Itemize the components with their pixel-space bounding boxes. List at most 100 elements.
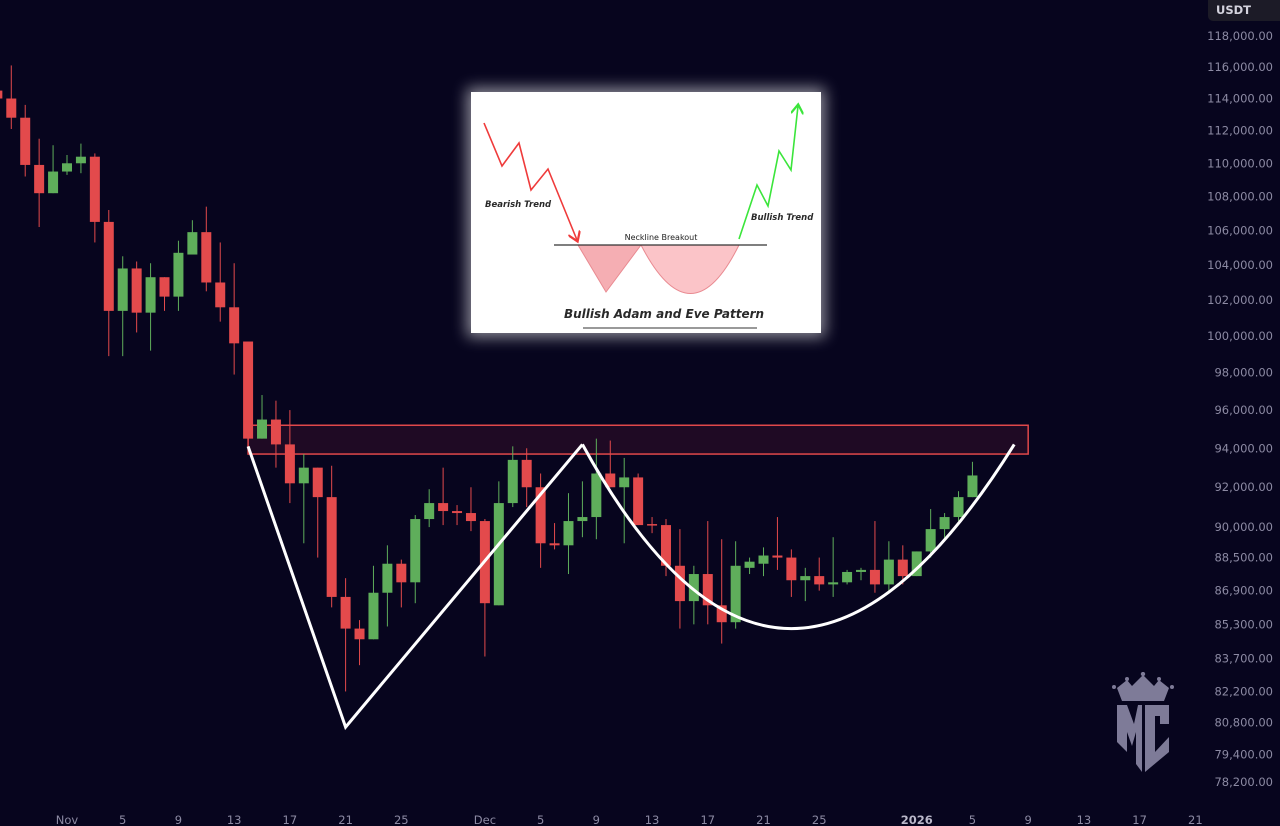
candle-body xyxy=(284,444,295,484)
candle-body xyxy=(201,232,212,283)
candle xyxy=(312,467,323,558)
candle-body xyxy=(89,156,100,222)
candle xyxy=(856,567,867,581)
candle xyxy=(563,493,574,575)
candle xyxy=(0,90,3,99)
candle xyxy=(298,454,309,544)
candle xyxy=(897,545,908,585)
candle xyxy=(173,240,184,311)
candle-body xyxy=(633,477,644,526)
candle xyxy=(869,521,880,593)
currency-badge[interactable]: USDT xyxy=(1208,0,1280,21)
candle-body xyxy=(674,565,685,602)
candle xyxy=(201,206,212,292)
candle xyxy=(326,465,337,608)
candle xyxy=(772,517,783,570)
candle xyxy=(6,65,17,129)
candle-body xyxy=(452,511,463,514)
candle-body xyxy=(953,497,964,518)
candle-body xyxy=(549,543,560,546)
candle-body xyxy=(410,519,421,583)
candle-body xyxy=(828,582,839,585)
candle-body xyxy=(131,268,142,313)
candle xyxy=(911,551,922,577)
letter-c xyxy=(1145,705,1169,772)
candle-body xyxy=(159,277,170,297)
candle xyxy=(716,539,727,644)
bullish-trend-label: Bullish Trend xyxy=(751,213,814,223)
candle-body xyxy=(939,517,950,530)
candle-body xyxy=(911,551,922,577)
candle-body xyxy=(270,419,281,445)
candle-body xyxy=(897,559,908,577)
candle xyxy=(591,438,602,540)
price-axis-label: 118,000.00 xyxy=(1207,29,1273,43)
inset-title: Bullish Adam and Eve Pattern xyxy=(564,307,764,321)
date-axis-label: 5 xyxy=(537,813,544,826)
price-axis-label: 108,000.00 xyxy=(1207,190,1273,204)
candle-body xyxy=(563,521,574,546)
candle-body xyxy=(758,555,769,564)
price-axis-label: 86,900.00 xyxy=(1214,584,1273,598)
candle xyxy=(967,461,978,498)
letter-m xyxy=(1117,705,1142,772)
candle xyxy=(800,567,811,602)
adam-shape xyxy=(577,244,642,293)
bullish-trend-arrow xyxy=(738,106,798,240)
candle-body xyxy=(20,117,31,165)
candle xyxy=(479,519,490,657)
candle-body xyxy=(396,563,407,583)
candle xyxy=(465,487,476,532)
price-axis-label: 98,000.00 xyxy=(1214,366,1273,380)
candle xyxy=(577,481,588,538)
candle-body xyxy=(117,268,128,311)
price-axis-label: 106,000.00 xyxy=(1207,223,1273,237)
candle xyxy=(117,256,128,357)
candle-body xyxy=(438,503,449,512)
candle-body xyxy=(521,459,532,488)
candle-body xyxy=(326,497,337,597)
candle xyxy=(34,138,45,228)
price-axis-label: 96,000.00 xyxy=(1214,403,1273,417)
date-axis-label: 13 xyxy=(645,813,660,826)
candle-body xyxy=(967,475,978,498)
candle-body xyxy=(869,569,880,585)
candle xyxy=(382,545,393,627)
candle xyxy=(814,557,825,591)
candle xyxy=(354,620,365,666)
candle xyxy=(270,400,281,468)
candle xyxy=(243,341,254,441)
pattern-reference-image: Bearish Trend Neckline Breakout Bullish … xyxy=(471,92,821,333)
candle xyxy=(438,467,449,526)
adam-v-line xyxy=(246,443,584,731)
candle-body xyxy=(0,90,3,99)
date-axis-label: 21 xyxy=(338,813,353,826)
candle-body xyxy=(340,596,351,629)
candle xyxy=(688,565,699,625)
candle-body xyxy=(103,221,114,311)
candle xyxy=(549,523,560,550)
price-axis-label: 116,000.00 xyxy=(1207,60,1273,74)
candle-body xyxy=(243,341,254,439)
candle xyxy=(159,277,170,311)
price-axis-label: 82,200.00 xyxy=(1214,684,1273,698)
candle-body xyxy=(842,571,853,583)
candle xyxy=(605,440,616,488)
candle-body xyxy=(688,574,699,602)
candle xyxy=(702,521,713,625)
bearish-trend-arrow xyxy=(483,122,577,240)
candle xyxy=(368,565,379,640)
candle-body xyxy=(786,557,797,581)
date-axis-label: 25 xyxy=(812,813,827,826)
eve-shape xyxy=(640,244,740,294)
candle xyxy=(187,220,198,255)
candle-body xyxy=(619,477,630,488)
candle xyxy=(953,491,964,522)
price-axis-label: 85,300.00 xyxy=(1214,617,1273,631)
candle-body xyxy=(75,156,86,164)
pattern-diagram: Bearish Trend Neckline Breakout Bullish … xyxy=(483,92,814,329)
date-axis-label: 5 xyxy=(969,813,976,826)
candle-body xyxy=(702,574,713,606)
price-axis-label: 110,000.00 xyxy=(1207,156,1273,170)
